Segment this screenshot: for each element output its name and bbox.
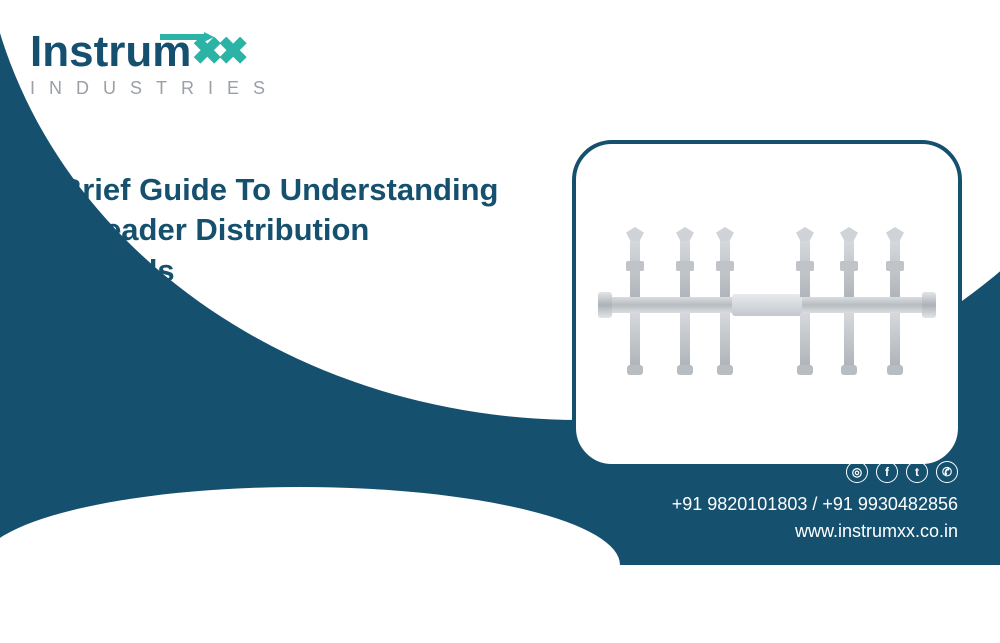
manifold-outlet-up — [800, 241, 810, 297]
manifold-valve — [796, 261, 814, 271]
social-links: ◎ ft ✆ — [672, 461, 958, 483]
manifold-illustration — [602, 229, 932, 379]
manifold-outlet-up — [720, 241, 730, 297]
manifold-outlet-down — [630, 313, 640, 365]
manifold-outlet-down — [800, 313, 810, 365]
logo-subtitle: INDUSTRIES — [30, 78, 279, 99]
product-image-frame — [572, 140, 962, 468]
facebook-icon[interactable]: f — [876, 461, 898, 483]
logo-part1: Instr — [30, 27, 125, 76]
manifold-outlet-up — [890, 241, 900, 297]
page-headline: A Brief Guide To Understanding Air Heade… — [30, 170, 540, 291]
manifold-outlet-down — [890, 313, 900, 365]
manifold-valve — [840, 261, 858, 271]
manifold-valve — [716, 261, 734, 271]
logo-xx-icon: ✖✖ — [191, 31, 243, 73]
manifold-outlet-down — [720, 313, 730, 365]
instagram-icon[interactable]: ◎ — [846, 461, 868, 483]
manifold-outlet-up — [844, 241, 854, 297]
headline-line2: Air Header Distribution — [30, 210, 540, 250]
whatsapp-icon[interactable]: ✆ — [936, 461, 958, 483]
manifold-outlet-up — [680, 241, 690, 297]
manifold-valve — [676, 261, 694, 271]
footer: ◎ ft ✆ +91 9820101803 / +91 9930482856 www… — [672, 461, 958, 545]
bg-curve-bottom — [0, 487, 620, 643]
headline-line1: A Brief Guide To Understanding — [30, 170, 540, 210]
brand-logo: Instrum✖✖ INDUSTRIES — [30, 30, 279, 99]
manifold-end-right — [922, 292, 936, 318]
website-url: www.instrumxx.co.in — [672, 518, 958, 545]
manifold-end-left — [598, 292, 612, 318]
manifold-outlet-up — [630, 241, 640, 297]
manifold-outlet-down — [680, 313, 690, 365]
manifold-valve — [886, 261, 904, 271]
manifold-valve — [626, 261, 644, 271]
logo-wordmark: Instrum✖✖ — [30, 30, 279, 74]
manifold-outlet-down — [844, 313, 854, 365]
headline-line3: Manifolds — [30, 251, 540, 291]
phone-numbers: +91 9820101803 / +91 9930482856 — [672, 491, 958, 518]
manifold-label-plate — [732, 294, 802, 316]
twitter-icon[interactable]: t — [906, 461, 928, 483]
